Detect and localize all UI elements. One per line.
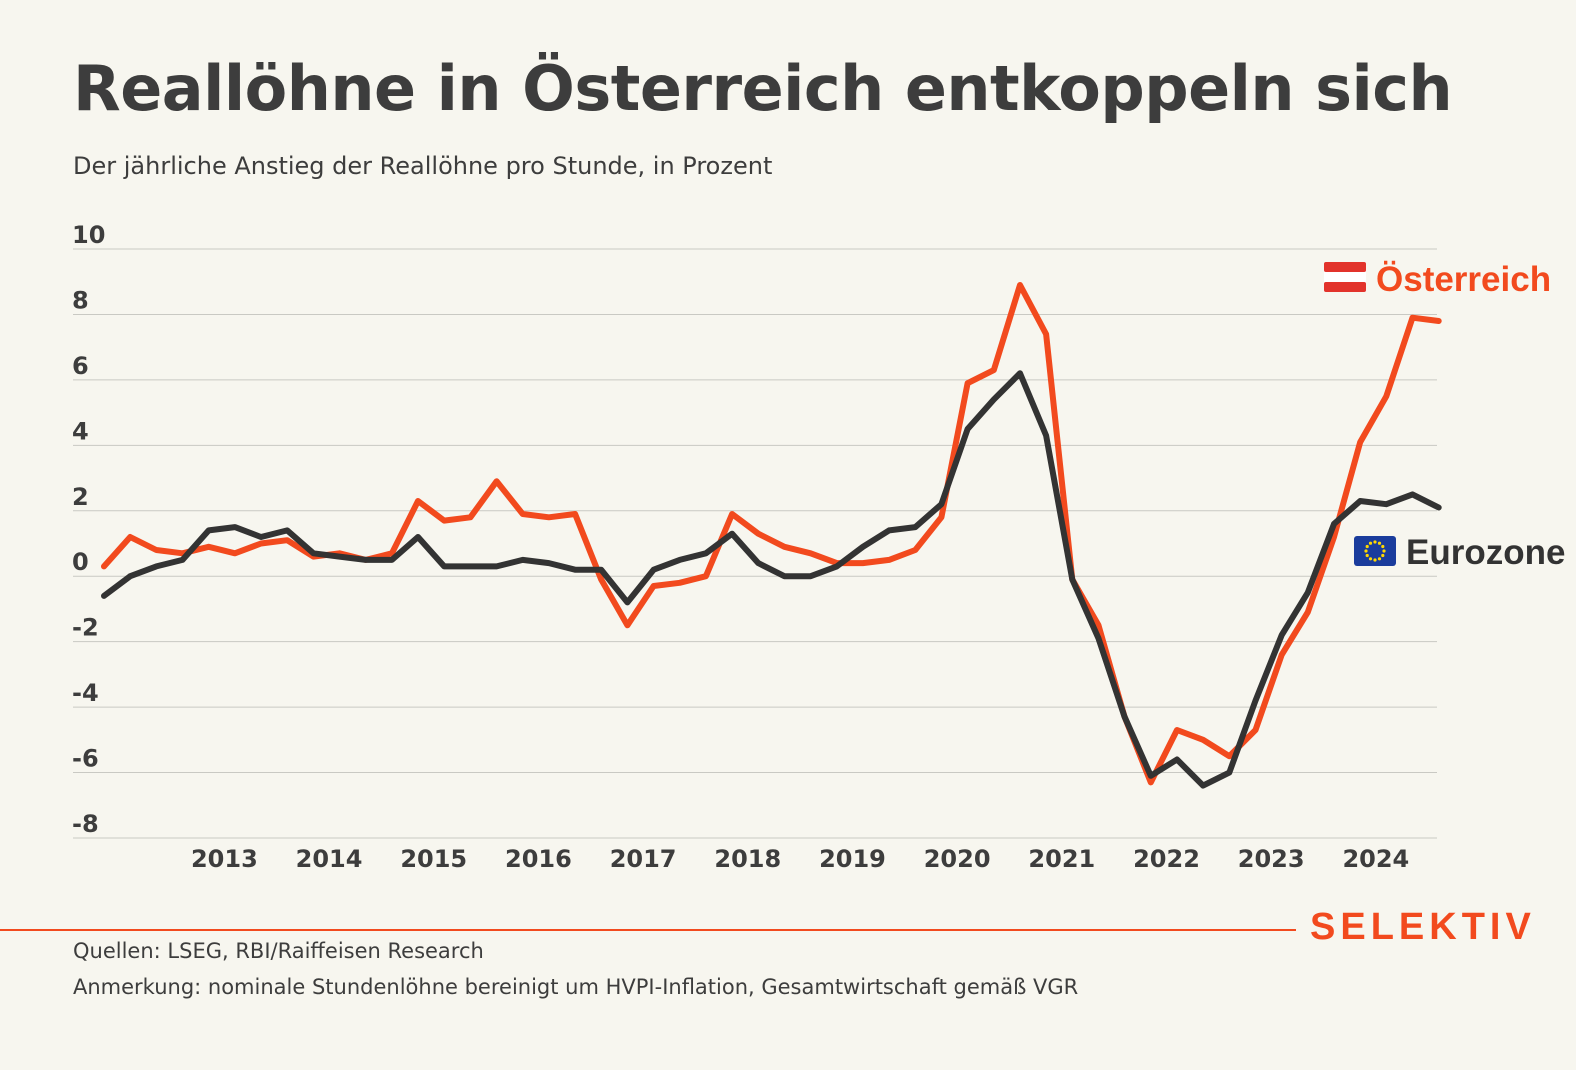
eu-star — [1365, 553, 1369, 558]
y-tick-label: -4 — [72, 679, 99, 707]
x-tick-label: 2015 — [400, 845, 467, 873]
x-tick-label: 2021 — [1028, 845, 1095, 873]
y-tick-label: 8 — [72, 286, 89, 314]
x-tick-label: 2023 — [1238, 845, 1305, 873]
eu-star — [1364, 549, 1368, 553]
x-tick-label: 2016 — [505, 845, 572, 873]
y-tick-label: 4 — [72, 417, 89, 445]
x-tick-label: 2017 — [610, 845, 677, 873]
x-tick-label: 2020 — [924, 845, 991, 873]
y-tick-label: -8 — [72, 810, 99, 838]
y-tick-label: 6 — [72, 352, 89, 380]
eu-star — [1381, 544, 1385, 549]
chart-subtitle: Der jährliche Anstieg der Reallöhne pro … — [73, 152, 773, 180]
x-tick-label: 2024 — [1342, 845, 1409, 873]
source-note: Quellen: LSEG, RBI/Raiffeisen Research — [73, 939, 484, 963]
eu-star — [1377, 557, 1382, 561]
eu-star — [1365, 544, 1369, 549]
x-axis-ticks: 2013 2014 2015 2016 2017 2018 2019 2020 2021 2022… — [191, 845, 1409, 873]
brand-logo: SELEKTIV — [1310, 906, 1536, 948]
x-tick-label: 2018 — [714, 845, 781, 873]
eu-flag-icon — [1354, 536, 1396, 566]
eu-star — [1373, 540, 1377, 544]
y-tick-label: 0 — [72, 548, 89, 576]
methodology-note: Anmerkung: nominale Stundenlöhne bereini… — [73, 975, 1079, 999]
x-tick-label: 2019 — [819, 845, 886, 873]
series-lines — [101, 282, 1442, 789]
eu-star — [1368, 557, 1373, 561]
legend-eurozone: Eurozone — [1354, 533, 1565, 572]
x-tick-label: 2022 — [1133, 845, 1200, 873]
y-axis-ticks: 10 8 6 4 2 0 -2 -4 -6 -8 — [72, 221, 105, 838]
eu-star — [1382, 549, 1386, 553]
eu-star — [1373, 558, 1377, 562]
legend-label-austria: Österreich — [1376, 260, 1551, 299]
chart-title: Reallöhne in Österreich entkoppeln sich — [73, 52, 1453, 125]
eu-star — [1381, 553, 1385, 558]
legend-austria: Österreich — [1324, 260, 1551, 299]
y-tick-label: 2 — [72, 483, 89, 511]
eu-star — [1377, 541, 1382, 545]
austria-flag-icon — [1324, 262, 1366, 292]
series-line-austria — [101, 282, 1442, 786]
y-tick-label: 10 — [72, 221, 105, 249]
y-tick-label: -2 — [72, 614, 99, 642]
x-tick-label: 2013 — [191, 845, 258, 873]
footer-divider — [0, 929, 1296, 931]
x-tick-label: 2014 — [296, 845, 363, 873]
series-line-eurozone — [101, 370, 1442, 789]
legend-label-eurozone: Eurozone — [1406, 533, 1565, 572]
eu-star — [1368, 541, 1373, 545]
line-chart: 10 8 6 4 2 0 -2 -4 -6 -8 2013 2014 2015 2016 2017 2018… — [72, 221, 1565, 873]
y-tick-label: -6 — [72, 745, 99, 773]
grid-lines — [73, 248, 1437, 839]
